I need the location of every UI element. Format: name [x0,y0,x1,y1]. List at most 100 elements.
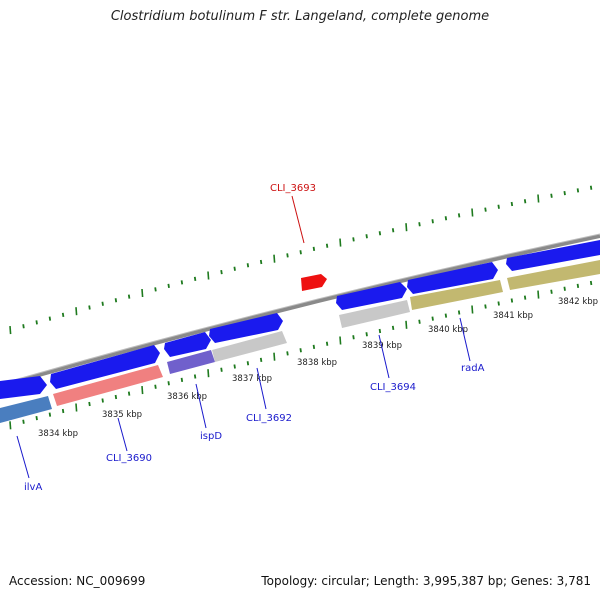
minor-tick [114,298,118,303]
accession-text: Accession: NC_009699 [9,574,146,588]
genome-summary-text: Topology: circular; Length: 3,995,387 bp… [261,574,591,588]
minor-tick [233,266,236,271]
major-tick [273,352,276,361]
gene-arrow[interactable] [336,282,407,310]
minor-tick [180,280,184,285]
minor-tick [378,328,382,334]
major-tick [405,223,408,232]
major-tick [339,238,342,247]
tick-label: 3834 kbp [38,429,78,439]
gene-label-ilvA[interactable]: ilvA [24,482,42,493]
minor-tick [48,316,52,321]
minor-tick [550,193,553,198]
minor-tick [589,185,593,190]
minor-tick [88,305,91,310]
gene-arrow[interactable] [407,262,498,294]
tick-label: 3842 kbp [558,297,598,307]
leader-radA [459,317,471,362]
minor-tick [431,316,434,321]
minor-tick [154,287,157,292]
minor-tick [325,243,329,248]
gene-arrow-CLI_3693[interactable] [301,274,327,291]
gene-block-ilvA[interactable] [0,396,52,423]
minor-tick [365,332,368,337]
minor-tick [550,289,553,294]
minor-tick [418,319,421,324]
minor-tick [523,295,527,300]
gene-block[interactable] [507,260,600,290]
minor-tick [312,246,316,252]
gene-arrow[interactable] [209,313,283,343]
gene-arrow[interactable] [164,332,211,357]
minor-tick [48,412,52,417]
minor-tick [497,301,500,306]
minor-tick [510,298,514,303]
minor-tick [510,201,514,207]
gene-label-radA[interactable]: radA [461,363,485,374]
leader-CLI_3694 [378,334,390,379]
gene-label-CLI_3692[interactable]: CLI_3692 [246,413,292,424]
major-tick [537,290,540,299]
minor-tick [154,384,157,389]
minor-tick [22,324,25,329]
minor-tick [220,269,223,275]
gene-arrow[interactable] [50,345,160,389]
minor-tick [127,391,131,396]
minor-tick [457,310,461,315]
leader-CLI_3690 [117,417,128,452]
minor-tick [61,408,65,414]
gene-label-CLI_3690[interactable]: CLI_3690 [106,453,152,464]
major-tick [141,386,144,395]
minor-tick [431,219,434,224]
minor-tick [484,304,487,309]
gene-block-ispD[interactable] [167,350,215,374]
gene-block-radA[interactable] [410,280,503,310]
minor-tick [589,280,593,286]
minor-tick [484,207,487,212]
backbone-highlight [0,233,600,385]
gene-label-CLI_3693[interactable]: CLI_3693 [270,183,316,194]
gene-label-CLI_3694[interactable]: CLI_3694 [370,382,416,393]
gene-arrow[interactable] [0,376,47,399]
tick-label: 3836 kbp [167,392,207,402]
minor-tick [180,377,184,383]
gene-arrow[interactable] [506,240,600,271]
gene-label-ispD[interactable]: ispD [200,431,222,442]
gene-labels: ilvA CLI_3690 ispD CLI_3692 CLI_3693 CLI… [24,183,485,493]
minor-tick [114,394,118,400]
minor-tick [391,325,395,331]
gene-block-CLI_3692[interactable] [212,331,287,362]
major-tick [207,369,210,378]
minor-tick [286,351,289,356]
tick-label: 3841 kbp [493,311,533,321]
minor-tick [325,341,329,346]
major-tick [141,288,144,298]
major-tick [9,421,12,430]
minor-tick [286,253,289,258]
gene-block-CLI_3690[interactable] [53,365,163,406]
major-tick [339,336,342,345]
minor-tick [233,364,236,369]
minor-tick [523,199,527,204]
minor-tick [167,283,170,289]
major-tick [273,254,276,263]
minor-tick [193,374,197,379]
leader-CLI_3692 [256,367,267,410]
minor-tick [391,228,395,233]
major-tick [207,271,210,280]
tick-label: 3837 kbp [232,374,272,384]
minor-tick [563,190,566,196]
minor-tick [444,216,448,221]
minor-tick [576,188,580,193]
minor-tick [365,234,368,239]
minor-tick [88,401,91,407]
inner-tick-track [9,280,593,430]
minor-tick [220,367,223,372]
major-tick [471,305,474,314]
leader-ispD [195,383,207,429]
tick-label: 3838 kbp [297,358,337,368]
gene-block-CLI_3694[interactable] [339,300,410,328]
minor-tick [299,250,302,255]
minor-tick [193,276,197,282]
